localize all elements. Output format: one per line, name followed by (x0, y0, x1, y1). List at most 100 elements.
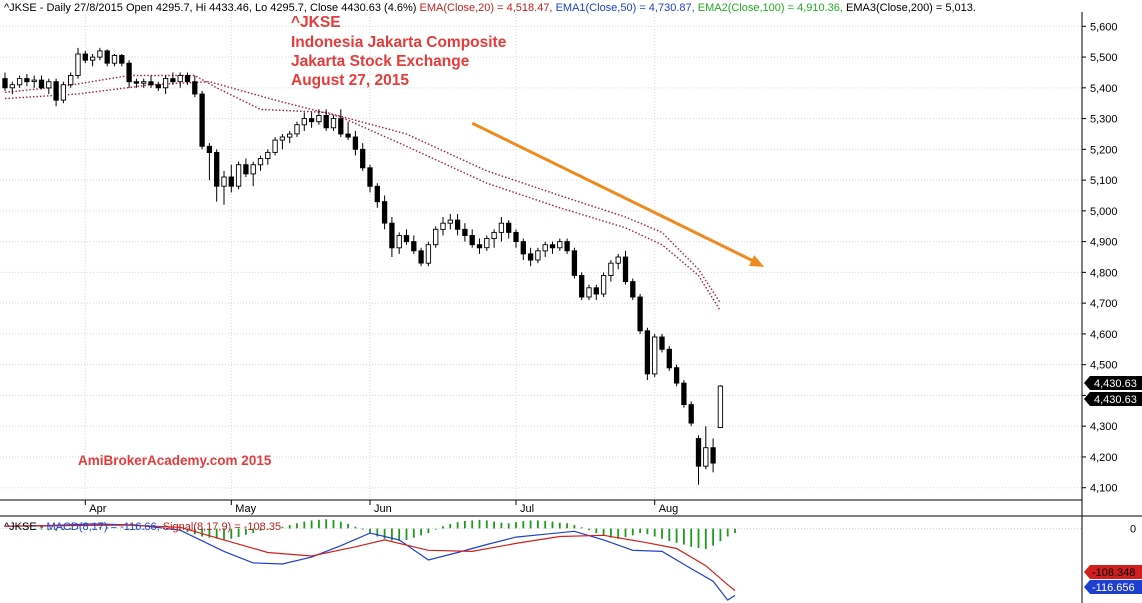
candle-body (418, 250, 424, 264)
candle-body (549, 244, 556, 249)
candle-body (447, 219, 453, 224)
price-y-axis: 4,1004,2004,3004,4004,5004,6004,7004,800… (1082, 21, 1118, 495)
macd-path (4, 523, 736, 601)
candle-body (301, 118, 307, 126)
header-ohlc: ^JKSE - Daily 27/8/2015 Open 4295.7, Hi … (4, 2, 976, 14)
y-tick-label: 4,300 (1090, 421, 1118, 433)
last-price-text: 4,430.63 (1094, 394, 1137, 406)
candle-body (16, 78, 23, 86)
candle-body (498, 222, 505, 233)
y-tick-label: 5,400 (1090, 83, 1118, 95)
candle-body (513, 231, 519, 243)
candle-body (374, 185, 380, 203)
candle-body (126, 62, 132, 83)
candle-body (111, 55, 118, 64)
last-price-tag (1084, 375, 1142, 390)
candle-body (250, 164, 256, 175)
candle-body (688, 404, 694, 424)
candle-body (579, 275, 585, 298)
x-tick-label: May (235, 503, 256, 515)
candle-body (104, 50, 110, 64)
candle-body (389, 222, 395, 249)
macd-value-text: -108.348 (1092, 567, 1135, 579)
y-tick-label: 5,500 (1090, 52, 1118, 64)
candle-body (235, 164, 242, 187)
macd-header: ^JKSE - MACD(8,17) = -116.66, Signal(8,1… (4, 521, 281, 533)
candle-body (46, 81, 52, 89)
candle-body (564, 241, 570, 252)
candle-body (177, 75, 183, 83)
candle-body (24, 78, 30, 83)
candle-body (622, 256, 629, 283)
y-tick-label: 4,700 (1090, 298, 1118, 310)
candle-body (484, 238, 490, 249)
macd-value-tag (1084, 580, 1142, 594)
candle-body (608, 262, 614, 276)
y-tick-label: 4,800 (1090, 267, 1118, 279)
candle-body (703, 447, 709, 467)
ema50-line (4, 80, 721, 312)
candlestick-series (2, 47, 724, 485)
candle-body (330, 118, 337, 129)
candle-body (659, 336, 665, 350)
candle-body (89, 56, 96, 61)
candle-body (469, 235, 475, 246)
candle-body (221, 176, 227, 187)
candle-body (411, 241, 417, 252)
trend-arrow-head (748, 255, 765, 267)
candle-body (228, 176, 234, 187)
candle-body (717, 385, 724, 428)
candle-body (652, 336, 658, 375)
candle-body (257, 158, 264, 166)
candle-body (527, 253, 534, 261)
candle-body (600, 275, 607, 295)
candle-body (308, 118, 315, 123)
candle-body (148, 81, 154, 86)
candle-body (381, 201, 388, 224)
y-tick-label: 4,100 (1090, 483, 1118, 495)
y-tick-label: 5,100 (1090, 175, 1118, 187)
candle-body (97, 50, 103, 58)
candle-body (403, 235, 410, 243)
candle-body (162, 78, 169, 89)
candle-body (199, 93, 205, 147)
candle-body (476, 244, 483, 249)
x-axis-months: Apr May Jun Jul Aug (84, 500, 678, 515)
macd-line (4, 523, 736, 601)
candle-body (38, 79, 45, 89)
annotation-date: August 27, 2015 (291, 72, 409, 89)
annotation-exchange: Jakarta Stock Exchange (291, 53, 470, 70)
candle-body (133, 81, 140, 84)
macd-value-text: -116.656 (1092, 582, 1135, 594)
candle-body (352, 136, 359, 150)
candle-body (170, 78, 176, 83)
macd-value-tag (1084, 565, 1142, 579)
y-tick-label: 5,200 (1090, 144, 1118, 156)
candle-body (141, 81, 147, 84)
candle-body (462, 228, 468, 236)
candle-body (294, 124, 300, 135)
y-tick-label: 4,900 (1090, 237, 1118, 249)
candle-body (2, 78, 8, 89)
candle-body (535, 250, 541, 261)
candle-body (593, 287, 599, 295)
candle-body (265, 151, 271, 160)
candle-body (710, 447, 716, 464)
y-tick-label: 4,500 (1090, 360, 1118, 372)
candle-body (60, 84, 67, 101)
candle-body (571, 250, 578, 276)
candle-body (440, 222, 446, 230)
candle-body (53, 81, 59, 101)
candle-body (316, 115, 322, 123)
candle-body (360, 148, 366, 169)
x-tick-label: Jul (520, 503, 534, 515)
last-price-text: 4,430.63 (1094, 378, 1137, 390)
candle-body (542, 244, 548, 252)
candle-body (214, 151, 220, 187)
candle-body (695, 438, 702, 467)
candle-body (345, 133, 351, 138)
watermark-text: AmiBrokerAcademy.com 2015 (78, 453, 272, 468)
annotation-block: ^JKSE Indonesia Jakarta Composite Jakart… (291, 14, 507, 89)
candle-body (491, 231, 497, 240)
candle-body (520, 241, 526, 255)
